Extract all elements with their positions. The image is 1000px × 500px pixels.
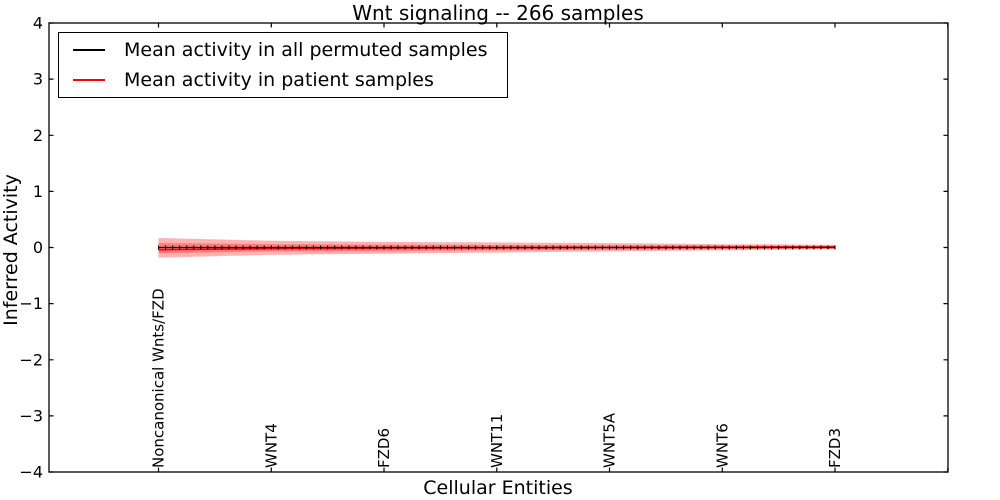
y-tick-label: 2	[33, 126, 43, 145]
y-tick-label: −2	[19, 350, 43, 369]
legend-item-permuted: Mean activity in all permuted samples	[59, 36, 507, 64]
legend-label-patient: Mean activity in patient samples	[124, 69, 434, 92]
x-tick-label: WNT6	[713, 423, 731, 468]
x-tick-label: WNT11	[488, 414, 506, 468]
y-axis-label: Inferred Activity	[0, 174, 22, 326]
x-tick-label: WNT4	[262, 423, 280, 468]
legend-label-permuted: Mean activity in all permuted samples	[124, 38, 488, 61]
axis-ticks	[49, 22, 949, 473]
y-tick-label: 3	[33, 70, 43, 89]
y-tick-label: 4	[33, 14, 43, 33]
x-tick-label: Noncanonical Wnts/FZD	[150, 288, 168, 468]
legend-item-patient: Mean activity in patient samples	[59, 66, 507, 94]
legend: Mean activity in all permuted samples Me…	[58, 32, 508, 98]
x-tick-label: WNT5A	[601, 412, 619, 468]
patient-line-swatch	[73, 79, 105, 82]
permuted-line-swatch	[73, 48, 105, 51]
permuted-mean-markers	[157, 245, 836, 250]
y-tick-label: −3	[19, 406, 43, 425]
y-tick-label: −4	[19, 463, 43, 482]
y-tick-label: 1	[33, 182, 43, 201]
y-tick-label: −1	[19, 294, 43, 313]
x-tick-label: FZD6	[375, 428, 393, 468]
chart-title: Wnt signaling -- 266 samples	[352, 1, 644, 25]
x-axis-label: Cellular Entities	[423, 477, 573, 499]
y-tick-label: 0	[33, 238, 43, 257]
x-tick-label: FZD3	[826, 428, 844, 468]
